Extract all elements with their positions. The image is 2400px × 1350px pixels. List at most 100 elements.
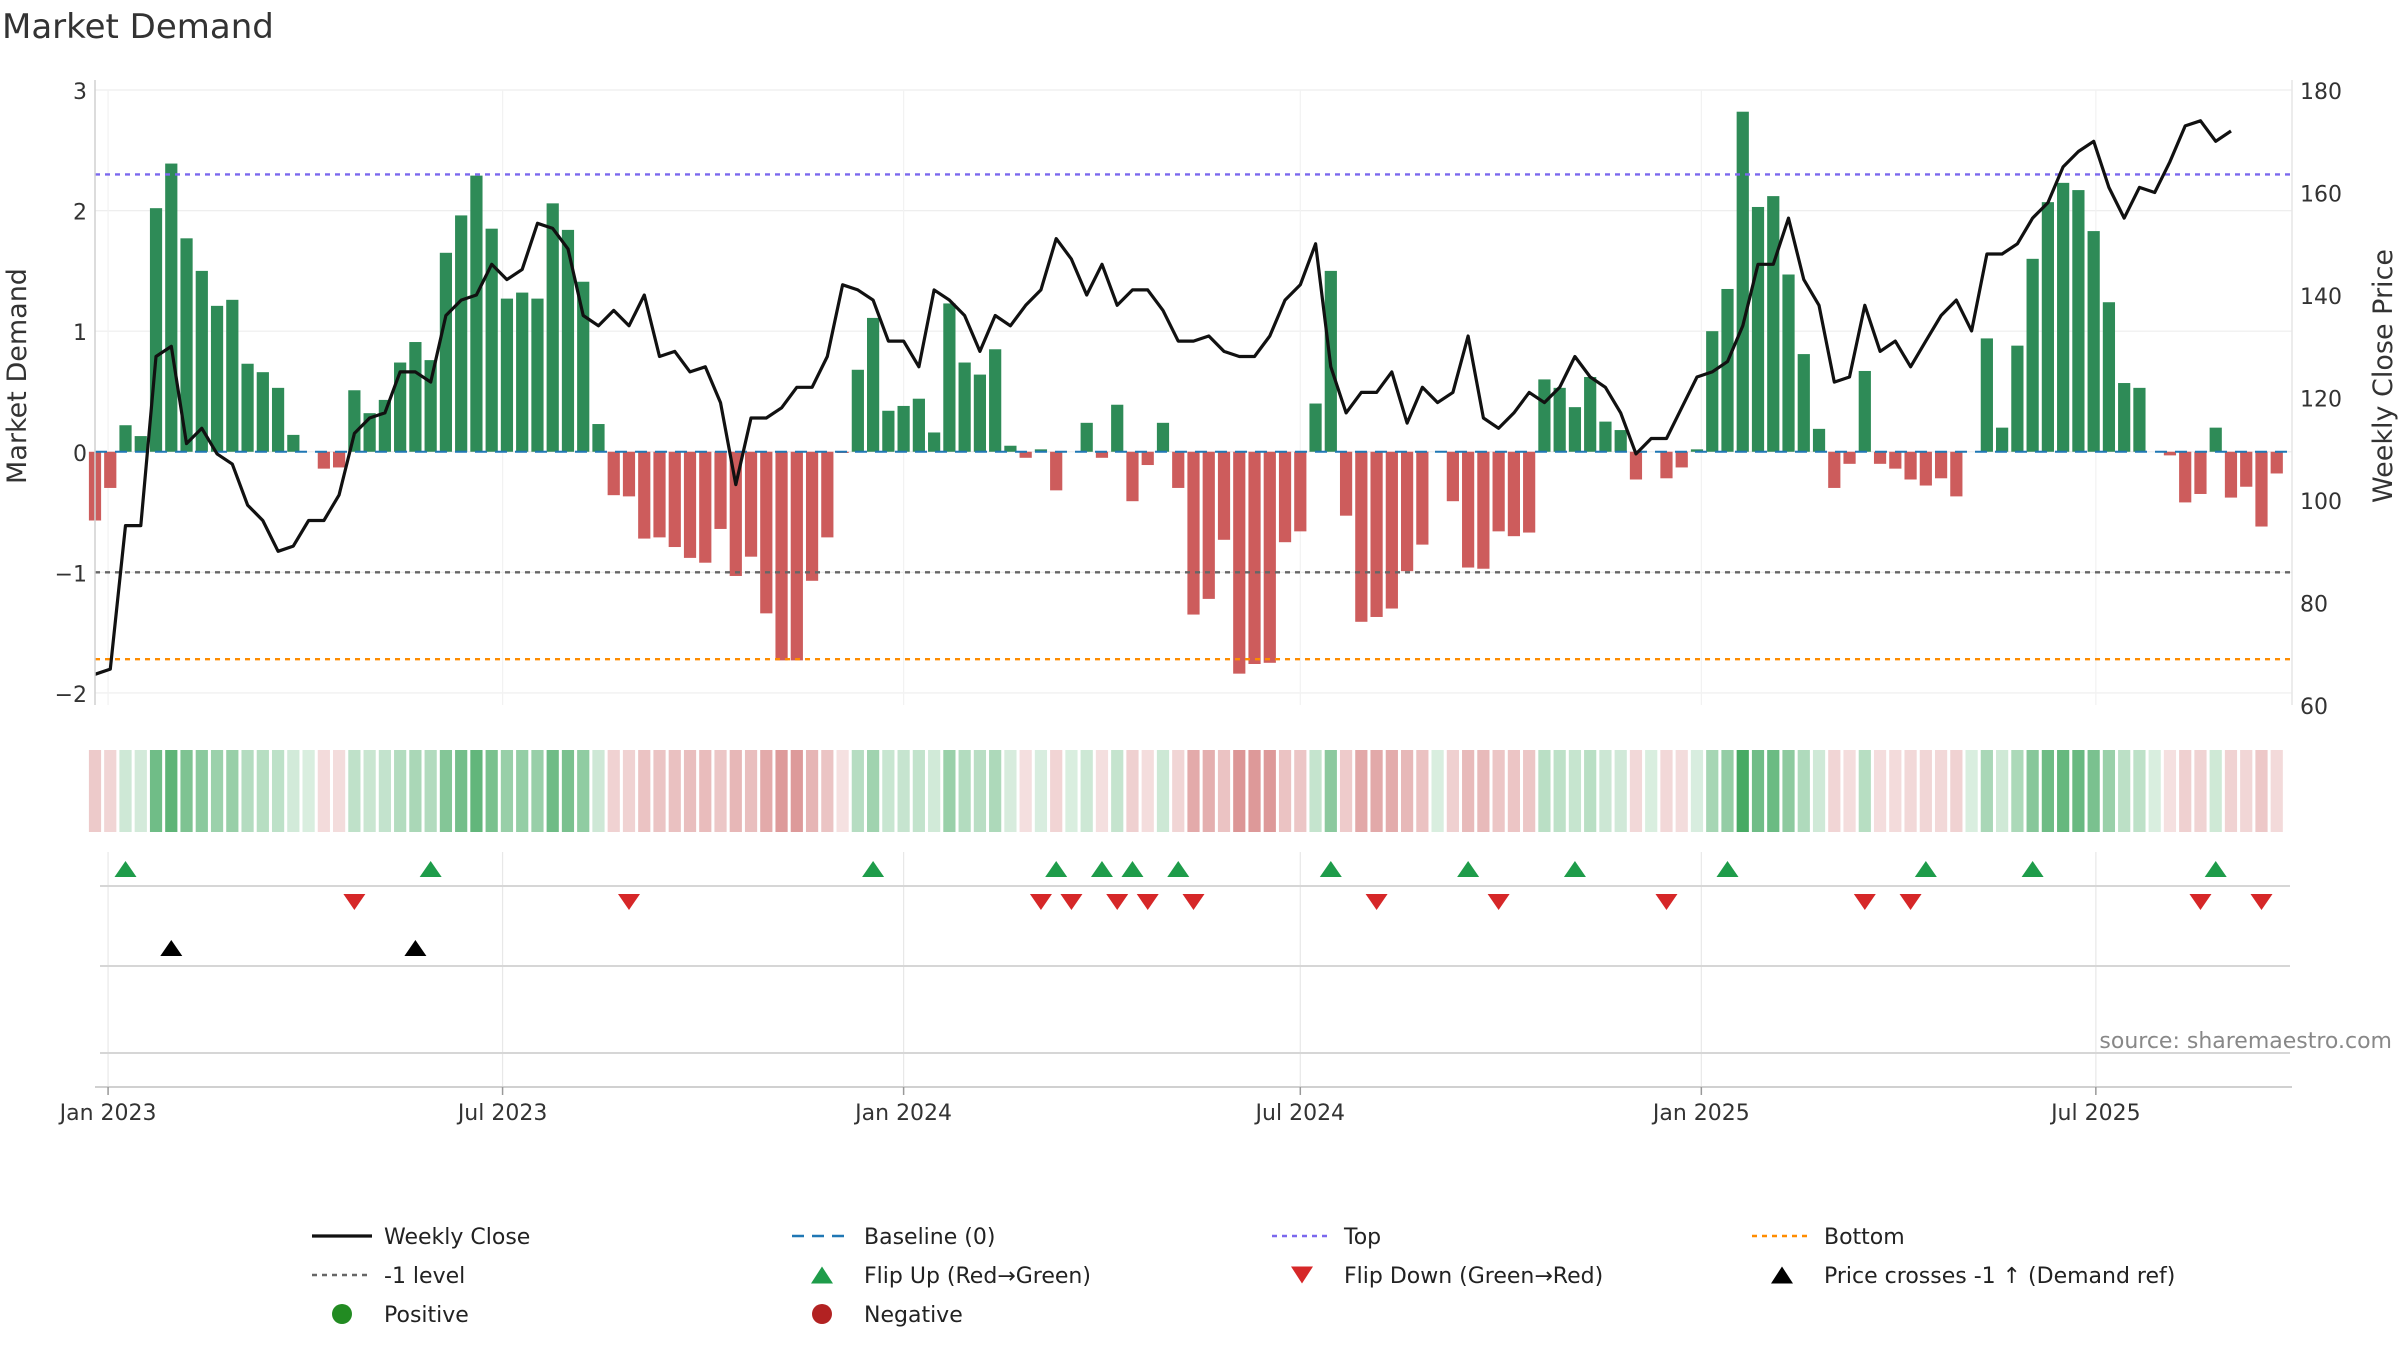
heat-cell [333,750,346,832]
chart-title: Market Demand [2,7,274,47]
heat-cell [2270,750,2283,832]
demand-bar [2041,202,2054,452]
heat-cell [363,750,376,832]
demand-bar [744,451,758,557]
demand-bar [2026,258,2039,452]
legend-swatch [1291,1266,1313,1284]
demand-bar [2240,451,2253,487]
heat-cell [1095,750,1109,832]
heat-cell [1568,750,1582,832]
heat-cell [1172,750,1185,832]
price-cross-marker [160,940,183,956]
demand-bar [2194,451,2207,494]
demand-bar [790,451,803,661]
heat-cell [271,750,285,832]
heat-cell [1492,750,1505,832]
heat-cell [424,750,437,832]
demand-bar [1980,338,1993,452]
demand-bar [1782,274,1795,452]
flip-up-marker [1457,861,1480,877]
heat-cell [653,750,666,832]
demand-bar [1050,451,1063,491]
demand-bar [1339,451,1353,516]
heat-cell [867,750,880,832]
heat-cell [2041,750,2054,832]
heat-cell [516,750,529,832]
heat-cell [1904,750,1917,832]
flip-up-marker [114,861,137,877]
demand-bar [2209,427,2222,452]
heat-cell [1278,750,1292,832]
heat-cell [241,750,254,832]
heat-cell [897,750,910,832]
demand-bar [1996,427,2009,452]
demand-bar [210,305,224,452]
heat-cell [2011,750,2024,832]
heat-cell [1599,750,1612,832]
demand-bar [1126,451,1139,502]
heat-cell [1126,750,1139,832]
demand-bar [1568,407,1582,452]
demand-bar [333,451,346,468]
demand-bar [2057,182,2070,452]
heat-cell [1690,750,1704,832]
demand-bar [958,362,971,452]
heat-cell [1004,750,1017,832]
legend-label: Flip Up (Red→Green) [864,1264,1091,1289]
heat-cell [134,750,147,832]
heat-cell [1828,750,1841,832]
x-tick-label: Jan 2023 [58,1101,157,1126]
demand-bar [1004,445,1017,452]
price-cross-marker [404,940,427,956]
demand-bar [867,317,880,452]
demand-bar [1950,451,1963,497]
heat-cell [1370,750,1383,832]
demand-bar [1462,451,1475,568]
demand-bar [2255,451,2268,527]
flip-up-marker [862,861,885,877]
demand-bar [119,425,132,452]
demand-bar [1416,451,1429,545]
heat-cell [210,750,224,832]
heat-cell [561,750,575,832]
heat-cell [1431,750,1444,832]
demand-bar [1217,451,1231,540]
x-tick-label: Jul 2025 [2049,1101,2141,1126]
flip-down-marker [1060,894,1083,910]
heat-cell [1034,750,1048,832]
heat-cell [180,750,193,832]
heat-cell [1614,750,1627,832]
heat-cell [622,750,636,832]
heat-cell [455,750,468,832]
demand-bar [1858,370,1871,452]
left-tick-label: −2 [55,683,87,708]
demand-bar [897,405,910,452]
heat-cell [1736,750,1749,832]
demand-bar [1721,288,1734,452]
demand-bar [2118,383,2131,452]
demand-bar [271,387,285,452]
flip-down-marker [1106,894,1129,910]
demand-bar [1446,451,1459,502]
demand-bar [1309,403,1322,452]
heat-cell [1523,750,1536,832]
legend-label: Negative [864,1303,963,1328]
heat-cell [577,750,590,832]
demand-bar [424,360,437,452]
demand-bar [1019,451,1032,458]
demand-bar [1629,451,1643,480]
heat-cell [1873,750,1887,832]
heat-cell [2133,750,2146,832]
demand-bar [1111,404,1124,452]
flip-down-marker [1365,894,1388,910]
left-tick-label: 1 [73,321,87,346]
demand-bar [1660,451,1673,479]
heat-cell [1751,750,1765,832]
demand-bar [2270,451,2283,474]
heat-cell [2118,750,2131,832]
heat-cell [1538,750,1551,832]
demand-bar [1538,379,1551,452]
heat-cell [2224,750,2238,832]
legend-swatch [1771,1266,1793,1284]
demand-bar [683,451,697,558]
